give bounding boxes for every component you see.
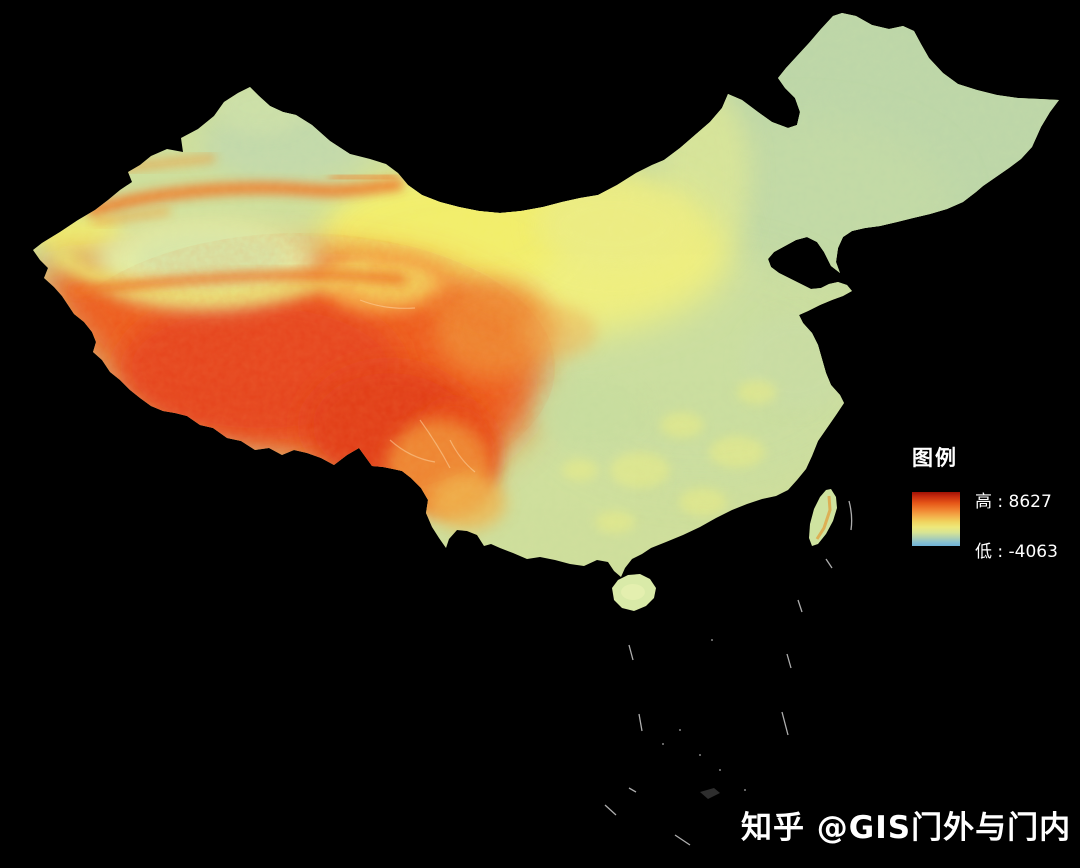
south-china-sea-dashes	[604, 500, 853, 846]
sea-island-specks	[662, 639, 746, 791]
watermark-text: 知乎 @GIS门外与门内	[741, 810, 1072, 846]
hainan-island-highland	[621, 584, 645, 600]
taiwan-island	[809, 489, 837, 546]
legend-title: 图例	[912, 446, 958, 470]
legend-gradient-swatch	[912, 492, 960, 546]
legend-low-label: 低 : -4063	[975, 542, 1058, 562]
faint-speck	[700, 788, 720, 799]
legend-high-label: 高 : 8627	[975, 492, 1052, 512]
